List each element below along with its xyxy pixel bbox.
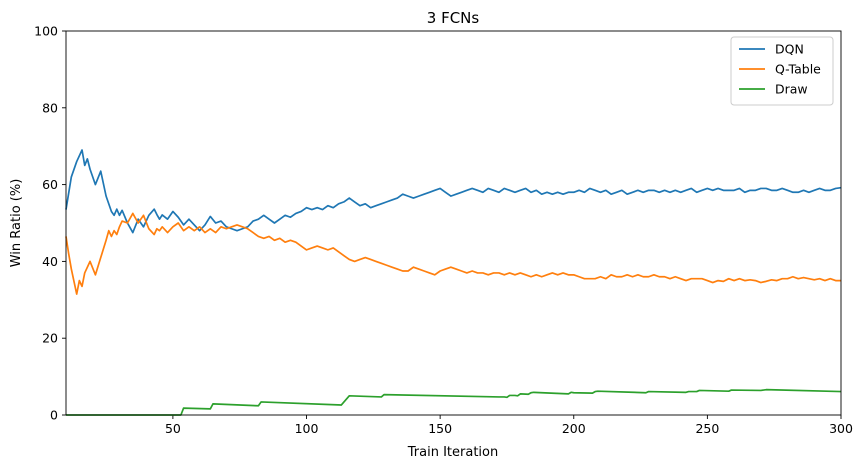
y-tick-label: 60 (42, 177, 58, 192)
legend: DQN Q-Table Draw (730, 36, 834, 106)
legend-label: DQN (775, 42, 804, 57)
x-axis: 50 100 150 200 250 300 (165, 415, 853, 436)
plot-frame (65, 30, 842, 416)
legend-box (730, 36, 834, 106)
series-lines (65, 149, 842, 416)
y-tick-label: 80 (42, 100, 58, 115)
y-tick-label: 0 (50, 408, 58, 423)
y-tick-label: 100 (34, 24, 58, 39)
y-tick-label: 20 (42, 331, 58, 346)
y-axis-label: Win Ratio (%) (9, 179, 24, 268)
x-tick-label: 100 (295, 421, 319, 436)
x-tick-label: 250 (695, 421, 719, 436)
series-line-draw (66, 388, 842, 416)
y-axis: 0 20 40 60 80 100 (34, 24, 66, 423)
y-tick-label: 40 (42, 254, 58, 269)
x-tick-label: 150 (428, 421, 452, 436)
x-axis-label: Train Iteration (407, 445, 498, 460)
series-line-dqn (65, 149, 842, 234)
x-tick-label: 200 (562, 421, 586, 436)
legend-label: Q-Table (775, 62, 821, 77)
series-line-q-table (65, 212, 841, 295)
chart-title: 3 FCNs (427, 9, 480, 27)
x-tick-label: 300 (829, 421, 853, 436)
x-tick-label: 50 (165, 421, 181, 436)
legend-label: Draw (775, 82, 808, 97)
